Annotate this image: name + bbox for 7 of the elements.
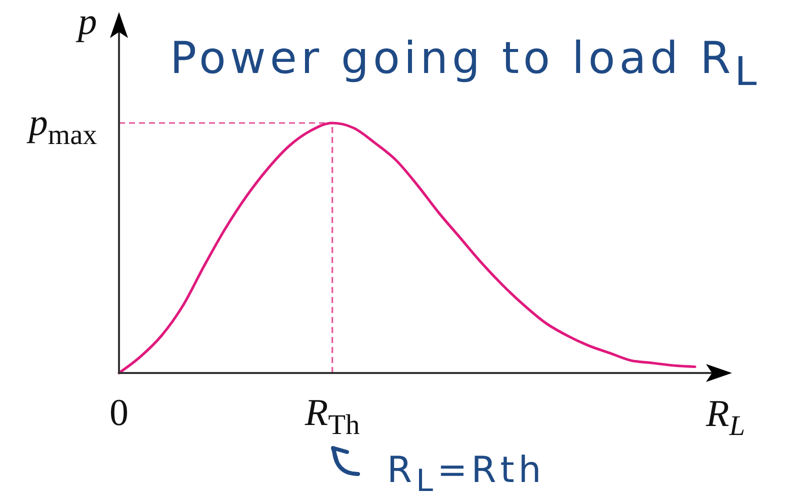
x-tick-label: 0: [110, 392, 128, 434]
x-tick-label: R$_{Th}$: [304, 392, 360, 441]
text: R$_{L}$=Rth: [387, 450, 546, 498]
text: Power going to load R$_{L}$: [170, 33, 761, 95]
x-axis-title: R$_{L}$: [705, 393, 746, 442]
ref-line-label: p$_{max}$: [26, 102, 97, 151]
y-axis-title: p: [75, 1, 97, 43]
